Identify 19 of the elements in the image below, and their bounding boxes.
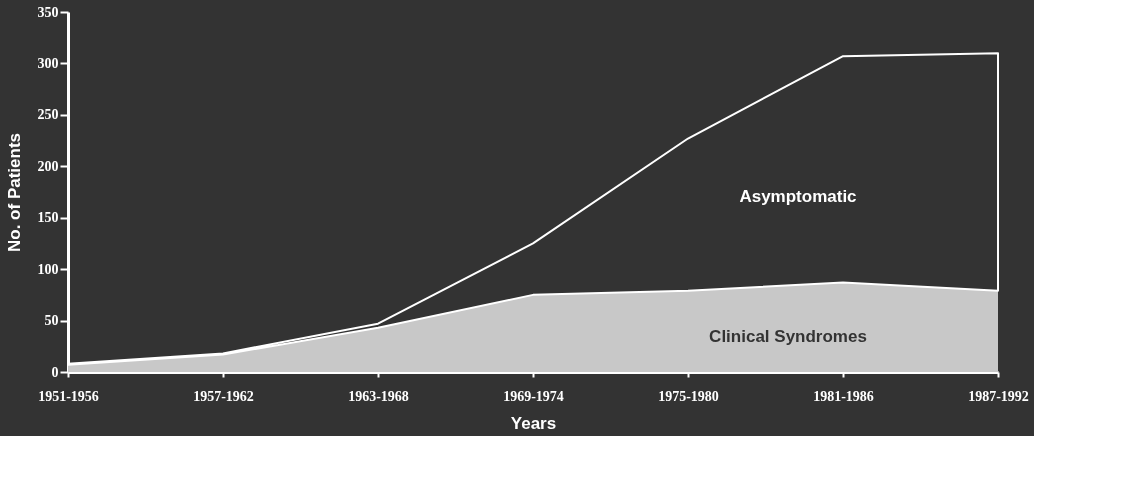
- y-tick-label: 50: [44, 313, 59, 329]
- x-tick-label: 1951-1956: [38, 388, 99, 404]
- y-tick-label: 250: [37, 107, 59, 123]
- y-tick-label: 350: [37, 4, 59, 20]
- x-tick-label: 1963-1968: [348, 388, 409, 404]
- y-tick-label: 300: [37, 55, 59, 71]
- x-tick-label: 1987-1992: [968, 388, 1029, 404]
- series-label: Asymptomatic: [739, 187, 857, 206]
- x-tick-label: 1957-1962: [193, 388, 254, 404]
- x-tick-label: 1975-1980: [658, 388, 719, 404]
- x-tick-label: 1969-1974: [503, 388, 564, 404]
- series-label: Clinical Syndromes: [709, 327, 867, 346]
- x-tick-label: 1981-1986: [813, 388, 874, 404]
- x-axis-title: Years: [510, 413, 557, 433]
- y-tick-label: 200: [37, 158, 59, 174]
- y-tick-label: 100: [37, 261, 59, 277]
- y-tick-label: 150: [37, 210, 59, 226]
- y-tick-label: 0: [51, 364, 59, 380]
- y-axis-title: No. of Patients: [4, 132, 24, 253]
